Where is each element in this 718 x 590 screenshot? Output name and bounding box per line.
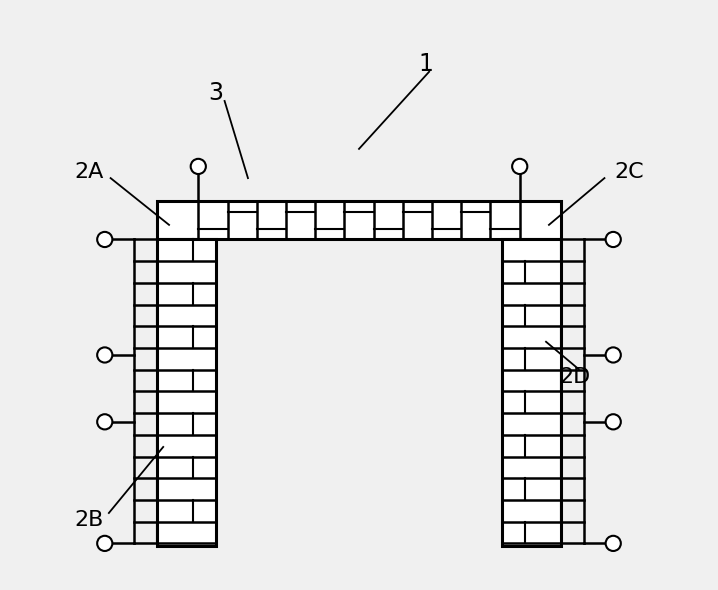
Circle shape — [606, 232, 621, 247]
Text: 2C: 2C — [614, 162, 644, 182]
Text: 2B: 2B — [74, 510, 103, 530]
Circle shape — [97, 414, 112, 430]
Text: 1: 1 — [419, 52, 434, 76]
Circle shape — [191, 159, 206, 174]
Circle shape — [606, 414, 621, 430]
Circle shape — [606, 348, 621, 363]
Circle shape — [97, 348, 112, 363]
Text: 3: 3 — [208, 81, 223, 106]
Circle shape — [512, 159, 527, 174]
Text: 2D: 2D — [559, 367, 591, 387]
Bar — [157, 240, 216, 546]
Text: 2A: 2A — [74, 162, 103, 182]
Bar — [157, 202, 561, 240]
Bar — [502, 240, 561, 546]
Circle shape — [606, 536, 621, 551]
Circle shape — [97, 232, 112, 247]
Circle shape — [97, 536, 112, 551]
